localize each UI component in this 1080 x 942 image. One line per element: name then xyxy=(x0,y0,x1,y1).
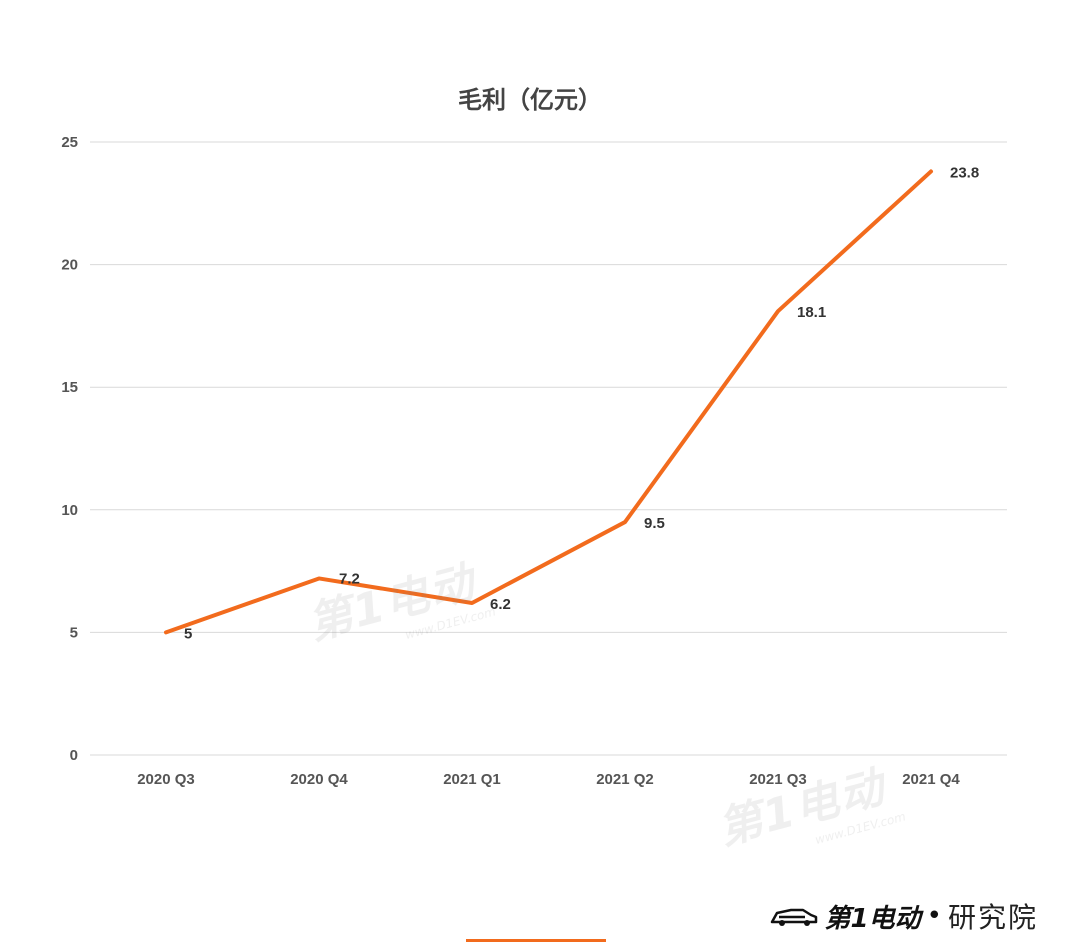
y-tick-label: 15 xyxy=(61,379,78,396)
series-layer xyxy=(164,169,933,635)
x-tick-label: 2020 Q3 xyxy=(137,771,195,788)
data-label: 18.1 xyxy=(797,304,826,321)
chart-title: 毛利（亿元） xyxy=(458,86,602,114)
bottom-accent-bar xyxy=(466,939,606,942)
y-axis-ticks: 0 5 10 15 20 25 xyxy=(61,134,78,764)
x-tick-label: 2021 Q2 xyxy=(596,771,654,788)
brand-separator: • xyxy=(926,901,942,931)
data-label: 7.2 xyxy=(339,570,360,587)
y-tick-label: 10 xyxy=(61,502,78,519)
grid-layer xyxy=(90,141,1007,756)
data-label: 5 xyxy=(184,625,192,642)
car-icon xyxy=(770,908,817,926)
x-tick-label: 2021 Q3 xyxy=(749,771,807,788)
x-tick-label: 2021 Q1 xyxy=(443,771,501,788)
x-tick-label: 2021 Q4 xyxy=(902,771,960,788)
brand-logo-text: 第1电动 xyxy=(824,903,921,934)
data-label: 6.2 xyxy=(490,596,511,613)
brand-mark: 第1电动 • 研究院 xyxy=(769,896,1038,936)
y-tick-label: 20 xyxy=(61,257,78,274)
y-tick-label: 5 xyxy=(70,624,78,641)
data-label: 23.8 xyxy=(950,164,979,181)
x-tick-label: 2020 Q4 xyxy=(290,771,348,788)
y-tick-label: 25 xyxy=(61,134,78,151)
brand-suffix: 研究院 xyxy=(947,901,1038,934)
x-axis-ticks: 2020 Q3 2020 Q4 2021 Q1 2021 Q2 2021 Q3 2021 … xyxy=(137,771,960,788)
data-label-layer: 5 7.2 6.2 9.5 18.1 23.8 xyxy=(184,164,979,642)
data-label: 9.5 xyxy=(644,515,665,532)
series-line xyxy=(164,169,933,635)
y-tick-label: 0 xyxy=(70,747,78,764)
